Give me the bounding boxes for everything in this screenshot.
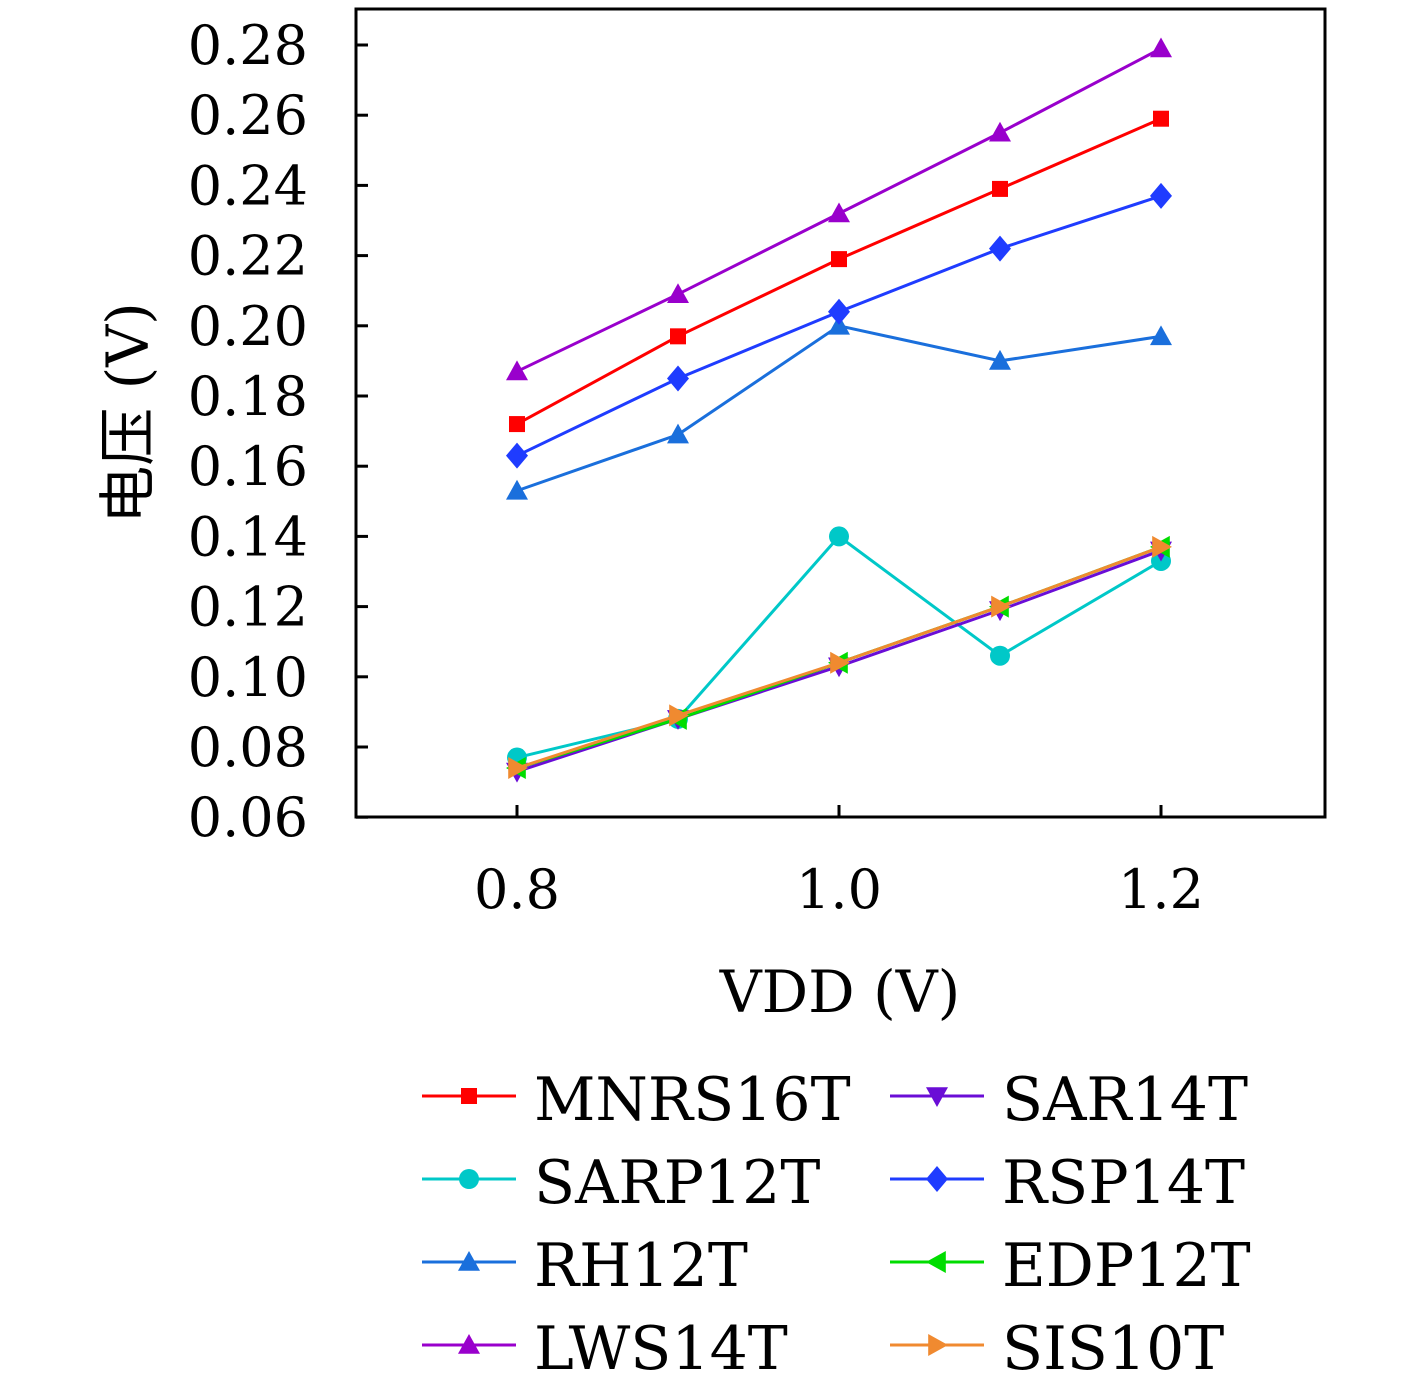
y-tick-label: 0.26: [188, 84, 308, 147]
x-axis-label: VDD (V): [719, 958, 960, 1026]
legend-item-sis10t: SIS10T: [890, 1314, 1224, 1381]
legend-item-edp12t: EDP12T: [890, 1231, 1251, 1301]
y-tick-label: 0.16: [188, 435, 308, 498]
data-point-rh12t: [506, 479, 528, 500]
legend-item-sarp12t: SARP12T: [422, 1148, 820, 1218]
y-axis-label: 电压 (V): [94, 302, 162, 524]
data-point-lws14t: [506, 360, 528, 381]
data-point-rsp14t: [1150, 182, 1172, 209]
data-point-sis10t: [508, 757, 528, 780]
series-sis10t: [508, 535, 1172, 780]
y-tick-label: 0.22: [188, 225, 308, 288]
data-point-rsp14t: [989, 235, 1011, 262]
series-rsp14t: [506, 182, 1172, 469]
y-tick-label: 0.28: [188, 14, 308, 77]
data-point-sis10t: [991, 595, 1011, 618]
legend-marker: [459, 1169, 479, 1189]
y-tick-label: 0.06: [188, 786, 308, 849]
data-point-mnrs16t: [831, 251, 847, 268]
y-tick-label: 0.24: [188, 154, 308, 217]
legend-item-lws14t: LWS14T: [422, 1314, 788, 1381]
y-tick-label: 0.12: [188, 576, 308, 639]
legend: MNRS16T SARP12T RH12T LWS14T SAR14T RSP14T EDP…: [422, 1065, 1251, 1381]
legend-label: SAR14T: [1002, 1065, 1248, 1135]
legend-marker: [926, 1166, 948, 1192]
series-line-sarp12t: [516, 534, 1162, 759]
y-tick-label: 0.20: [188, 295, 308, 358]
legend-marker: [458, 1334, 480, 1354]
legend-marker: [458, 1251, 480, 1271]
legend-item-sar14t: SAR14T: [890, 1065, 1248, 1135]
data-point-rh12t: [1150, 325, 1172, 346]
data-point-rsp14t: [667, 365, 689, 392]
legend-label: LWS14T: [534, 1314, 788, 1377]
data-point-mnrs16t: [992, 180, 1008, 197]
x-tick-label: 1.2: [1118, 858, 1204, 921]
legend-label: SIS10T: [1002, 1314, 1224, 1377]
y-tick-label: 0.18: [188, 365, 308, 428]
legend-label: EDP12T: [1002, 1231, 1251, 1301]
data-point-rsp14t: [506, 442, 528, 469]
x-tick-label: 1.0: [796, 858, 882, 921]
legend-marker: [926, 1087, 948, 1107]
legend-item-rh12t: RH12T: [422, 1231, 748, 1301]
data-point-mnrs16t: [509, 416, 525, 433]
y-tick-label: 0.10: [188, 646, 308, 709]
x-tick-label: 0.8: [474, 858, 560, 921]
legend-marker: [928, 1334, 948, 1356]
legend-marker: [926, 1251, 946, 1273]
series-sarp12t: [507, 526, 1171, 768]
legend-marker: [461, 1088, 477, 1104]
legend-item-mnrs16t: MNRS16T: [422, 1065, 851, 1135]
series-line-mnrs16t: [516, 117, 1162, 426]
data-point-mnrs16t: [670, 328, 686, 345]
legend-label: RH12T: [534, 1231, 748, 1301]
series-rh12t: [506, 314, 1172, 500]
data-point-sis10t: [669, 704, 689, 727]
plot-frame: [354, 7, 1327, 819]
legend-label: RSP14T: [1002, 1148, 1245, 1218]
series-mnrs16t: [509, 110, 1169, 433]
data-point-lws14t: [1150, 37, 1172, 58]
y-tick-label: 0.14: [188, 505, 308, 568]
data-point-lws14t: [989, 121, 1011, 142]
data-point-mnrs16t: [1153, 110, 1169, 127]
legend-item-rsp14t: RSP14T: [890, 1148, 1245, 1218]
data-point-rsp14t: [828, 298, 850, 325]
legend-label: MNRS16T: [534, 1065, 851, 1135]
data-point-sarp12t: [829, 526, 849, 547]
data-point-sarp12t: [990, 645, 1010, 666]
data-point-rh12t: [667, 423, 689, 444]
data-point-rh12t: [989, 349, 1011, 370]
data-point-sis10t: [830, 651, 850, 674]
series-lws14t: [506, 37, 1172, 381]
data-point-sis10t: [1152, 535, 1172, 558]
data-point-lws14t: [828, 202, 850, 223]
legend-label: SARP12T: [534, 1148, 820, 1218]
y-tick-label: 0.08: [188, 716, 308, 779]
data-point-lws14t: [667, 283, 689, 304]
